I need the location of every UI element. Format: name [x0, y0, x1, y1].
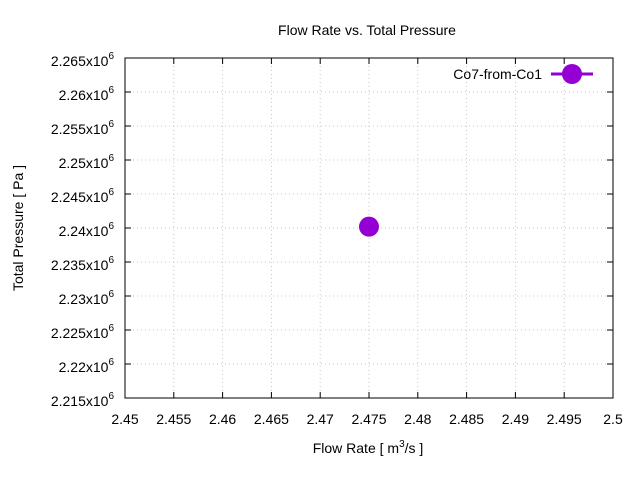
legend-marker — [562, 64, 582, 84]
data-point — [359, 216, 379, 237]
y-tick-label: 2.24x106 — [59, 221, 115, 239]
y-tick-label: 2.25x106 — [59, 153, 115, 171]
chart-title: Flow Rate vs. Total Pressure — [278, 22, 456, 38]
y-tick-label: 2.225x106 — [51, 323, 115, 341]
y-tick-label: 2.22x106 — [59, 357, 115, 375]
x-axis-title: Flow Rate [ m3/s ] — [313, 439, 424, 456]
legend-label: Co7-from-Co1 — [453, 66, 542, 82]
y-tick-label: 2.255x106 — [51, 119, 115, 137]
y-axis-title: Total Pressure [ Pa ] — [10, 165, 26, 291]
legend: Co7-from-Co1 — [453, 64, 593, 84]
x-tick-label: 2.49 — [502, 411, 529, 427]
y-tick-label: 2.265x106 — [51, 51, 115, 69]
axis-ticks — [124, 57, 614, 399]
x-tick-label: 2.47 — [307, 411, 334, 427]
x-tick-label: 2.495 — [547, 411, 582, 427]
y-tick-labels: 2.215x106 2.22x106 2.225x106 2.23x106 2.235x… — [51, 51, 115, 409]
x-tick-label: 2.465 — [254, 411, 289, 427]
data-points — [359, 216, 379, 237]
y-tick-label: 2.23x106 — [59, 289, 115, 307]
x-tick-label: 2.485 — [449, 411, 484, 427]
y-tick-label: 2.245x106 — [51, 187, 115, 205]
y-tick-label: 2.235x106 — [51, 255, 115, 273]
x-tick-label: 2.455 — [156, 411, 191, 427]
x-tick-label: 2.475 — [351, 411, 386, 427]
x-tick-labels: 2.45 2.455 2.46 2.465 2.47 2.475 2.48 2.485 2.49… — [111, 411, 623, 427]
y-tick-label: 2.26x106 — [59, 85, 115, 103]
plot-frame — [124, 57, 614, 399]
y-tick-label: 2.215x106 — [51, 391, 115, 409]
x-tick-label: 2.5 — [603, 411, 623, 427]
x-tick-label: 2.45 — [111, 411, 138, 427]
x-tick-label: 2.46 — [209, 411, 236, 427]
x-tick-label: 2.48 — [404, 411, 431, 427]
